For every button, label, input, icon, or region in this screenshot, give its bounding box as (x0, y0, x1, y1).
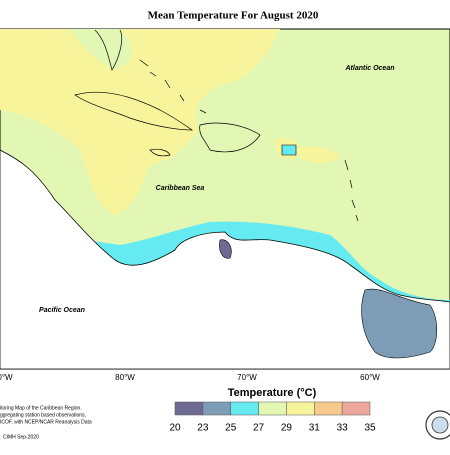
warm-area (0, 29, 280, 215)
puerto-rico (281, 144, 297, 156)
legend-swatch (258, 401, 287, 416)
footnote: itoring Map of the Caribbean Region. (0, 405, 82, 411)
small-islands (139, 59, 359, 222)
hispaniola (199, 122, 261, 153)
legend-title: Temperature (°C) (228, 387, 317, 399)
lake (219, 239, 232, 259)
jamaica (149, 148, 171, 157)
legend-tick-label: 31 (309, 423, 321, 434)
legend-tick-label: 35 (364, 423, 376, 434)
longitude-label: 80°W (115, 373, 135, 382)
map: Atlantic Ocean Caribbean Sea Pacific Oce… (0, 28, 450, 370)
florida (94, 29, 123, 71)
legend-swatch (174, 401, 204, 416)
legend-tick-label: 23 (197, 423, 209, 434)
cuba (74, 91, 194, 131)
mainland (0, 149, 450, 370)
legend-swatch (314, 401, 343, 416)
legend-swatch (230, 401, 259, 416)
footnote: ICOF, with NCEP/NCAR Reanalysis Data (0, 419, 92, 425)
legend-tick-label: 33 (337, 423, 349, 434)
legend: 20 23 25 27 29 31 33 35 (169, 401, 376, 434)
map-title: Mean Temperature For August 2020 (148, 10, 319, 22)
legend-tick-label: 29 (281, 423, 293, 434)
footnote: ggregating station based observations, (0, 412, 86, 418)
legend-tick-label: 27 (253, 423, 265, 434)
legend-swatch (286, 401, 315, 416)
sea-label: Caribbean Sea (156, 185, 205, 192)
longitude-label: 0°W (0, 373, 13, 382)
legend-tick-label: 25 (225, 423, 237, 434)
legend-swatch (341, 401, 371, 416)
warm-area (300, 146, 340, 164)
legend-swatch (202, 401, 231, 416)
longitude-label: 70°W (237, 373, 257, 382)
longitude-label: 60°W (360, 373, 380, 382)
cold-land (361, 288, 438, 359)
legend-tick-label: 20 (169, 423, 181, 434)
ocean-label: Atlantic Ocean (344, 65, 394, 72)
credit: CIMH Sep-2020 (3, 434, 39, 440)
ocean-label: Pacific Ocean (39, 307, 85, 314)
logo (425, 410, 450, 440)
